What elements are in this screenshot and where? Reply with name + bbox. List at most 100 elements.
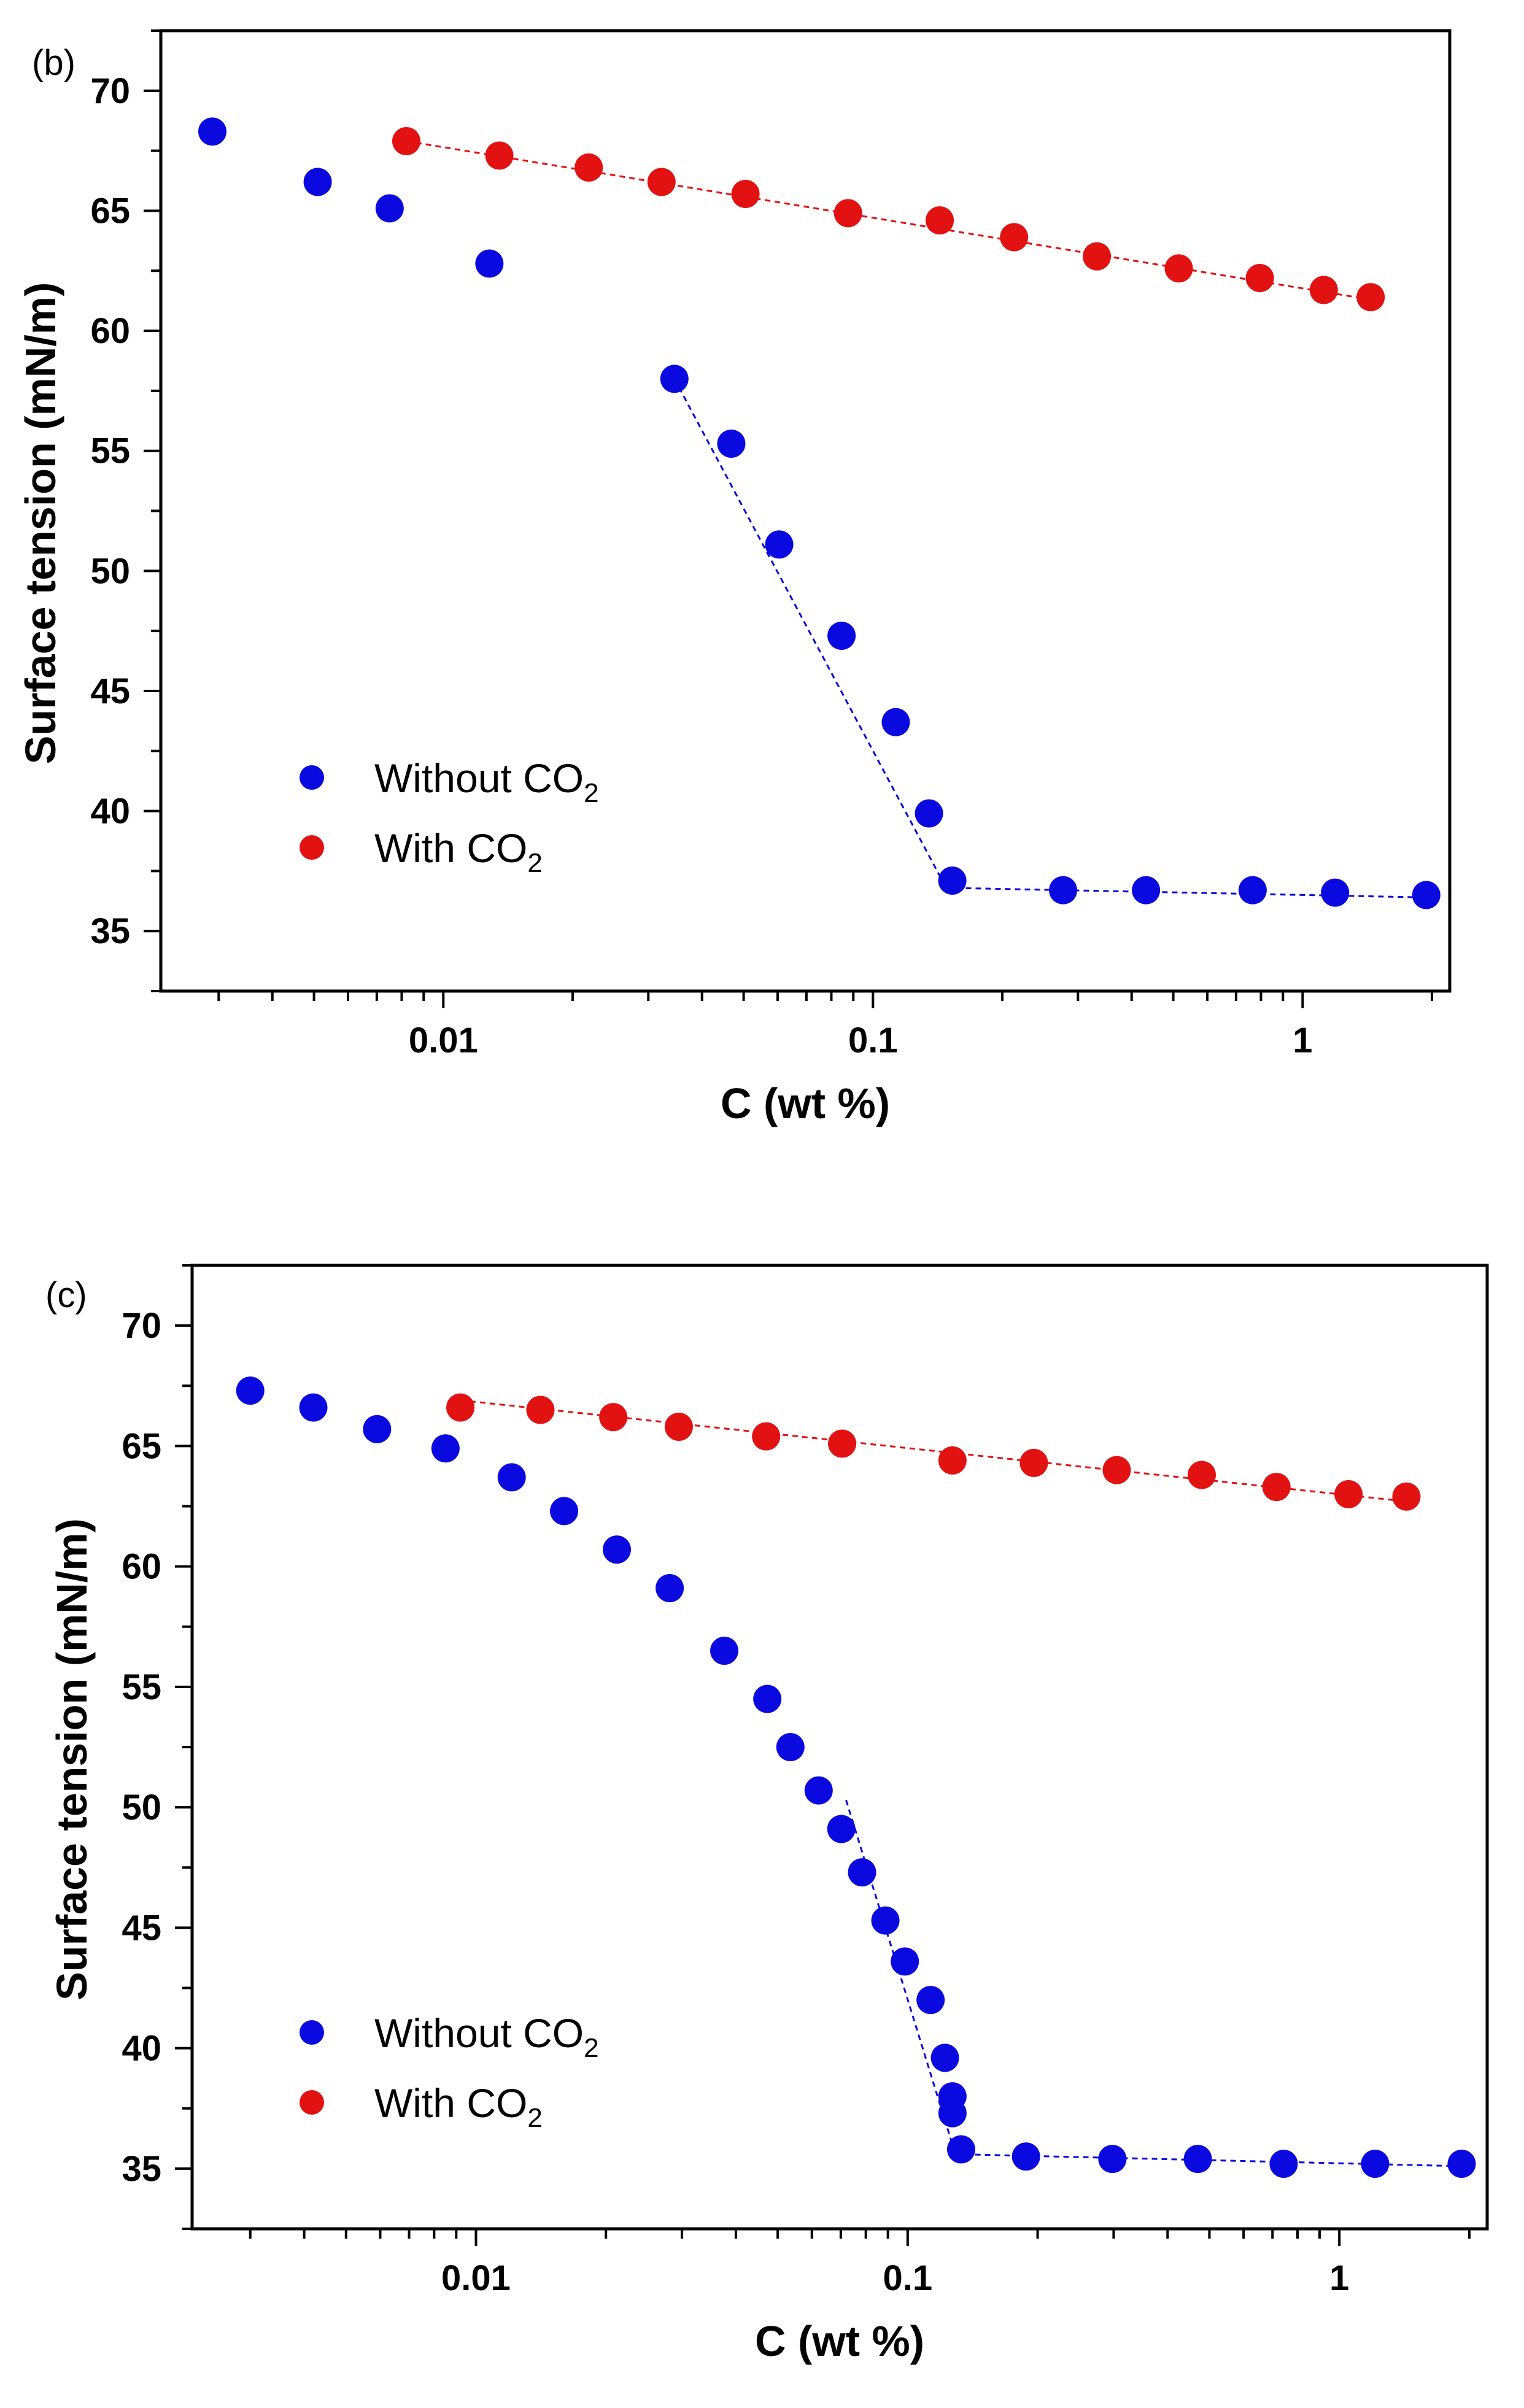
data-point-without-co2: [660, 365, 689, 393]
data-point-without-co2: [363, 1414, 392, 1443]
panel-label-c: (c): [45, 1275, 87, 1315]
x-axis-title: C (wt %): [755, 2317, 924, 2365]
fit-lines: [406, 140, 1426, 898]
data-point-with-co2: [1187, 1461, 1216, 1489]
data-point-with-co2: [574, 153, 603, 182]
x-tick-label: 0.01: [441, 2258, 511, 2298]
y-tick-label: 60: [90, 311, 130, 351]
data-point-with-co2: [599, 1403, 628, 1432]
y-tick-labels: 35 40 45 50 55 60 65 70: [90, 71, 130, 951]
legend-subscript-2: 2: [527, 2103, 542, 2133]
plot-frame: [159, 29, 1452, 993]
data-point-without-co2: [475, 249, 504, 278]
data-point-without-co2: [717, 429, 746, 458]
y-tick-label: 45: [90, 671, 130, 711]
data-point-without-co2: [930, 2043, 959, 2072]
legend-label-without-co2: Without CO2: [374, 755, 599, 808]
data-point-without-co2: [1183, 2145, 1212, 2174]
legend-marker-with-co2: [300, 835, 324, 860]
data-point-without-co2: [550, 1497, 579, 1526]
y-tick-label: 50: [122, 1788, 161, 1827]
legend-label-without-co2-main: Without CO: [374, 755, 584, 801]
data-point-with-co2: [1356, 283, 1385, 312]
y-tick-label: 55: [90, 431, 130, 471]
data-point-without-co2: [1049, 876, 1078, 905]
data-point-with-co2: [664, 1412, 693, 1441]
data-point-with-co2: [1334, 1480, 1363, 1508]
y-tick-label: 50: [90, 551, 130, 591]
data-point-without-co2: [938, 2099, 967, 2128]
data-point-without-co2: [375, 194, 404, 223]
legend: Without CO2 With CO2: [300, 2010, 599, 2133]
data-point-without-co2: [753, 1684, 782, 1713]
x-tick-label: 1: [1329, 2258, 1349, 2298]
legend-marker-with-co2: [300, 2090, 324, 2115]
data-point-without-co2: [1098, 2145, 1127, 2174]
data-point-with-co2: [1245, 263, 1274, 292]
legend-label-without-co2-main: Without CO: [374, 2010, 584, 2056]
data-point-with-co2: [1392, 1482, 1421, 1511]
y-tick-label: 55: [122, 1667, 161, 1707]
data-point-without-co2: [881, 708, 910, 736]
data-point-without-co2: [656, 1573, 684, 1602]
x-tick-label: 1: [1293, 1021, 1312, 1060]
data-point-without-co2: [710, 1637, 739, 1665]
data-point-with-co2: [828, 1429, 857, 1458]
y-tick-label: 35: [122, 2149, 161, 2189]
data-point-without-co2: [827, 621, 856, 650]
fit-line-without-co2: [946, 887, 1426, 898]
data-point-without-co2: [915, 799, 943, 828]
legend-label-with-co2-main: With CO: [374, 2080, 527, 2126]
data-point-with-co2: [1164, 254, 1193, 283]
panel-label-b: (b): [32, 43, 75, 83]
data-point-without-co2: [1321, 878, 1350, 907]
legend-marker-without-co2: [300, 2020, 324, 2045]
x-tick-label: 0.1: [883, 2258, 933, 2298]
y-tick-labels: 35 40 45 50 55 60 65 70: [122, 1306, 161, 2189]
y-axis-title: Surface tension (mN/m): [17, 282, 64, 765]
data-point-with-co2: [485, 141, 514, 170]
data-point-with-co2: [834, 199, 862, 228]
legend-marker-without-co2: [300, 765, 324, 790]
data-point-without-co2: [916, 1986, 945, 2015]
data-point-with-co2: [1000, 223, 1029, 252]
legend-label-without-co2: Without CO2: [374, 2010, 599, 2063]
x-tick-label: 0.1: [848, 1021, 898, 1060]
data-point-with-co2: [752, 1422, 781, 1451]
fit-line-without-co2: [673, 378, 947, 889]
data-point-with-co2: [1102, 1456, 1131, 1484]
data-point-with-co2: [526, 1395, 555, 1424]
data-point-with-co2: [647, 168, 676, 196]
legend-subscript-2: 2: [527, 848, 542, 878]
data-point-with-co2: [446, 1393, 475, 1422]
data-point-without-co2: [871, 1906, 900, 1935]
legend-label-with-co2-main: With CO: [374, 825, 527, 871]
data-point-without-co2: [946, 2135, 975, 2164]
data-point-without-co2: [1238, 876, 1267, 905]
data-point-with-co2: [1083, 242, 1112, 271]
y-axis-title: Surface tension (mN/m): [48, 1518, 96, 2001]
data-point-without-co2: [1447, 2150, 1476, 2178]
data-point-without-co2: [1269, 2150, 1298, 2178]
data-point-without-co2: [431, 1434, 460, 1463]
data-point-without-co2: [938, 866, 967, 895]
data-points: [236, 1376, 1476, 2178]
data-point-without-co2: [603, 1535, 632, 1564]
data-point-without-co2: [299, 1393, 328, 1422]
tick-marks: [175, 1264, 1471, 2246]
data-point-without-co2: [1412, 881, 1441, 909]
legend-subscript-2: 2: [584, 778, 598, 808]
data-point-without-co2: [1011, 2142, 1040, 2171]
x-axis-title: C (wt %): [721, 1079, 890, 1127]
legend-label-with-co2: With CO2: [374, 2080, 543, 2133]
data-point-without-co2: [198, 117, 226, 146]
y-tick-label: 70: [122, 1306, 161, 1346]
data-point-without-co2: [804, 1776, 833, 1805]
x-tick-label: 0.01: [409, 1021, 478, 1060]
chart-panel-c: (c) 0.01 0.1 1 35 40 45 50 55 60 65 70 C…: [45, 1264, 1489, 2365]
data-point-without-co2: [765, 530, 794, 559]
data-point-without-co2: [236, 1376, 265, 1405]
data-point-without-co2: [1361, 2150, 1390, 2178]
